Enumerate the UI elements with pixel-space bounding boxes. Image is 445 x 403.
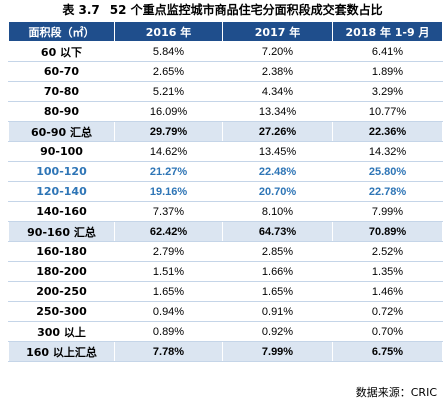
area-range-cell: 140-160 [8,201,115,222]
value-2016-cell: 7.37% [114,201,223,222]
summary-row: 90-160 汇总 62.42% 64.73% 70.89% [8,221,443,242]
header-row: 面积段（㎡） 2016 年 2017 年 2018 年 1-9 月 [8,21,443,42]
value-2018-cell: 1.89% [332,61,443,82]
area-range-cell: 200-250 [8,281,115,302]
value-2016-cell: 62.42% [114,221,223,242]
table-row: 160-180 2.79% 2.85% 2.52% [8,241,443,262]
value-2017-cell: 2.38% [222,61,333,82]
value-2018-cell: 10.77% [332,101,443,122]
value-2017-cell: 2.85% [222,241,333,262]
value-2016-cell: 5.84% [114,41,223,62]
value-2018-cell: 0.72% [332,301,443,322]
value-2017-cell: 0.91% [222,301,333,322]
table-row: 60-70 2.65% 2.38% 1.89% [8,61,443,82]
value-2018-cell: 22.36% [332,121,443,142]
value-2016-cell: 29.79% [114,121,223,142]
area-range-cell: 80-90 [8,101,115,122]
table-body: 60 以下 5.84% 7.20% 6.41% 60-70 2.65% 2.38% 1.89%… [8,41,443,362]
value-2018-cell: 6.41% [332,41,443,62]
table-row: 300 以上 0.89% 0.92% 0.70% [8,321,443,342]
value-2017-cell: 22.48% [222,161,333,182]
value-2017-cell: 7.99% [222,341,333,362]
header-area-range: 面积段（㎡） [8,21,115,42]
area-range-cell: 90-160 汇总 [8,221,115,242]
value-2017-cell: 64.73% [222,221,333,242]
area-range-cell: 70-80 [8,81,115,102]
value-2017-cell: 27.26% [222,121,333,142]
value-2018-cell: 0.70% [332,321,443,342]
value-2017-cell: 20.70% [222,181,333,202]
value-2016-cell: 21.27% [114,161,223,182]
table-row: 60 以下 5.84% 7.20% 6.41% [8,41,443,62]
area-range-cell: 250-300 [8,301,115,322]
value-2016-cell: 1.65% [114,281,223,302]
value-2017-cell: 1.65% [222,281,333,302]
value-2018-cell: 70.89% [332,221,443,242]
value-2017-cell: 13.45% [222,141,333,162]
area-range-cell: 180-200 [8,261,115,282]
value-2016-cell: 1.51% [114,261,223,282]
value-2016-cell: 16.09% [114,101,223,122]
header-2016: 2016 年 [114,21,223,42]
value-2018-cell: 22.78% [332,181,443,202]
value-2018-cell: 1.46% [332,281,443,302]
area-range-cell: 300 以上 [8,321,115,342]
value-2017-cell: 4.34% [222,81,333,102]
area-range-cell: 60-70 [8,61,115,82]
table-row: 120-140 19.16% 20.70% 22.78% [8,181,443,202]
table-row: 70-80 5.21% 4.34% 3.29% [8,81,443,102]
table-caption: 表 3.7 52 个重点监控城市商品住宅分面积段成交套数占比 [0,0,445,20]
area-range-cell: 160-180 [8,241,115,262]
header-2017: 2017 年 [222,21,333,42]
value-2017-cell: 1.66% [222,261,333,282]
table-number: 表 3.7 [62,3,100,17]
value-2016-cell: 0.89% [114,321,223,342]
table-row: 140-160 7.37% 8.10% 7.99% [8,201,443,222]
value-2016-cell: 19.16% [114,181,223,202]
data-source: 数据来源：CRIC [355,386,437,399]
value-2016-cell: 14.62% [114,141,223,162]
area-range-cell: 100-120 [8,161,115,182]
value-2018-cell: 6.75% [332,341,443,362]
table-title: 52 个重点监控城市商品住宅分面积段成交套数占比 [109,3,383,17]
table-row: 250-300 0.94% 0.91% 0.72% [8,301,443,322]
table-row: 80-90 16.09% 13.34% 10.77% [8,101,443,122]
value-2016-cell: 5.21% [114,81,223,102]
value-2017-cell: 8.10% [222,201,333,222]
table-row: 90-100 14.62% 13.45% 14.32% [8,141,443,162]
area-share-table: 面积段（㎡） 2016 年 2017 年 2018 年 1-9 月 60 以下 5… [8,21,443,362]
value-2018-cell: 7.99% [332,201,443,222]
value-2017-cell: 0.92% [222,321,333,342]
value-2018-cell: 2.52% [332,241,443,262]
value-2018-cell: 3.29% [332,81,443,102]
value-2016-cell: 0.94% [114,301,223,322]
value-2016-cell: 2.65% [114,61,223,82]
value-2017-cell: 7.20% [222,41,333,62]
table-row: 200-250 1.65% 1.65% 1.46% [8,281,443,302]
summary-row: 60-90 汇总 29.79% 27.26% 22.36% [8,121,443,142]
area-range-cell: 160 以上汇总 [8,341,115,362]
value-2016-cell: 2.79% [114,241,223,262]
area-range-cell: 60 以下 [8,41,115,62]
value-2016-cell: 7.78% [114,341,223,362]
table-row: 100-120 21.27% 22.48% 25.80% [8,161,443,182]
area-range-cell: 120-140 [8,181,115,202]
value-2017-cell: 13.34% [222,101,333,122]
area-range-cell: 90-100 [8,141,115,162]
value-2018-cell: 25.80% [332,161,443,182]
summary-row: 160 以上汇总 7.78% 7.99% 6.75% [8,341,443,362]
area-range-cell: 60-90 汇总 [8,121,115,142]
table-row: 180-200 1.51% 1.66% 1.35% [8,261,443,282]
value-2018-cell: 14.32% [332,141,443,162]
value-2018-cell: 1.35% [332,261,443,282]
header-2018-jan-sep: 2018 年 1-9 月 [332,21,443,42]
